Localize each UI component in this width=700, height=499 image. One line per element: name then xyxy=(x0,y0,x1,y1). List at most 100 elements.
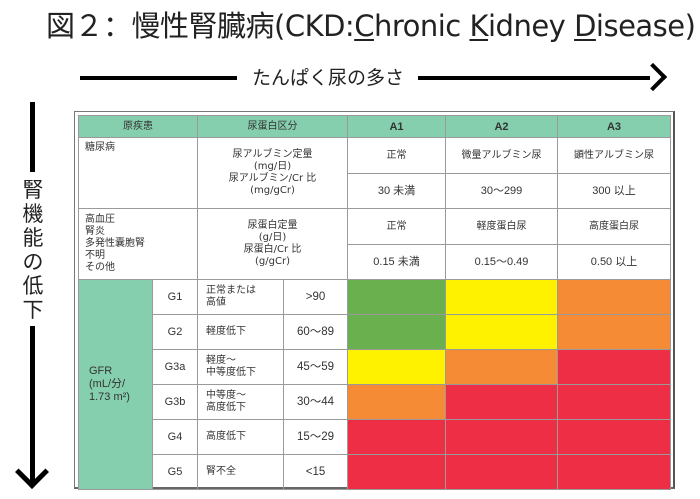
desc-line: 高度低下 xyxy=(206,402,246,413)
proteinuria-arrow: たんぱく尿の多さ xyxy=(80,60,668,96)
title-letter-d: D xyxy=(574,9,596,43)
other-range-row: 0.15 未満 0.15〜0.49 0.50 以上 xyxy=(79,244,671,280)
measure-line: (mg/gCr) xyxy=(250,185,295,196)
diabetes-a2-label: 微量アルブミン尿 xyxy=(445,137,558,174)
gfr-desc: 正常または 高値 xyxy=(197,279,284,315)
vlabel-char: 能 xyxy=(22,226,44,250)
title-prefix: 図２：慢性腎臓病(CKD: xyxy=(46,9,355,43)
diabetes-a3-range: 300 以上 xyxy=(557,173,671,209)
kidney-function-axis-label: 腎 機 能 の 低 下 xyxy=(20,178,46,322)
risk-cell xyxy=(347,419,446,455)
title-isease: isease) xyxy=(595,9,696,43)
gfr-stage: G1 xyxy=(152,279,198,315)
vlabel-char: 下 xyxy=(22,298,44,322)
gfr-label: GFR (mL/分/ 1.73 m²) xyxy=(78,279,153,490)
measure-line: (g/日) xyxy=(258,232,287,243)
risk-cell xyxy=(445,349,558,385)
desc-line: 腎不全 xyxy=(206,466,236,477)
arrow-shaft-right xyxy=(418,76,650,80)
desc-line: 中等度〜 xyxy=(206,390,246,401)
vlabel-char: の xyxy=(22,250,44,274)
diabetes-a2-range: 30〜299 xyxy=(445,173,558,209)
gfr-range: 45〜59 xyxy=(283,349,348,385)
figure-title: 図２：慢性腎臓病(CKD:Chronic Kidney Disease) xyxy=(46,4,696,48)
gfr-label-line: (mL/分/ xyxy=(89,378,126,390)
measure-line: (mg/日) xyxy=(253,161,292,172)
gfr-row-g3a: G3a 軽度〜 中等度低下 45〜59 xyxy=(79,349,671,385)
measure-line: 尿蛋白定量 xyxy=(247,220,298,231)
vlabel-char: 低 xyxy=(22,274,44,298)
other-measure: 尿蛋白定量 (g/日) 尿蛋白/Cr 比 (g/gCr) xyxy=(197,208,348,280)
risk-cell xyxy=(347,314,446,350)
diabetes-a3-label: 顕性アルブミン尿 xyxy=(557,137,671,174)
disease-diabetes: 糖尿病 xyxy=(78,137,198,209)
header-a1: A1 xyxy=(347,115,446,138)
diabetes-a1-range: 30 未満 xyxy=(347,173,446,209)
gfr-row-g3b: G3b 中等度〜 高度低下 30〜44 xyxy=(79,384,671,420)
other-a2-label: 軽度蛋白尿 xyxy=(445,208,558,245)
risk-cell xyxy=(445,384,558,420)
gfr-row-g2: G2 軽度低下 60〜89 xyxy=(79,314,671,350)
risk-cell xyxy=(557,419,671,455)
gfr-desc: 軽度低下 xyxy=(197,314,284,350)
gfr-desc: 高度低下 xyxy=(197,419,284,455)
risk-cell xyxy=(445,454,558,490)
desc-line: 正常または xyxy=(206,285,256,296)
gfr-label-line: 1.73 m²) xyxy=(89,391,130,403)
gfr-stage: G3a xyxy=(152,349,198,385)
gfr-row-g4: G4 高度低下 15〜29 xyxy=(79,419,671,455)
title-hronic: hronic xyxy=(373,9,470,43)
measure-line: 尿蛋白/Cr 比 xyxy=(243,244,302,255)
gfr-stage: G4 xyxy=(152,419,198,455)
risk-cell xyxy=(445,279,558,315)
disease-line: 不明 xyxy=(85,250,105,261)
desc-line: 高値 xyxy=(206,297,226,308)
other-a1-label: 正常 xyxy=(347,208,446,245)
disease-line: 多発性囊胞腎 xyxy=(85,238,145,249)
gfr-label-line: GFR xyxy=(89,365,113,377)
risk-cell xyxy=(445,419,558,455)
gfr-stage: G2 xyxy=(152,314,198,350)
risk-cell xyxy=(557,384,671,420)
other-a3-range: 0.50 以上 xyxy=(557,244,671,280)
gfr-range: >90 xyxy=(283,279,348,315)
header-a3: A3 xyxy=(557,115,671,138)
ckd-risk-table: 原疾患 尿蛋白区分 A1 A2 A3 糖尿病 尿アルブミン定量 (mg/日) 尿… xyxy=(78,115,671,490)
proteinuria-axis-label: たんぱく尿の多さ xyxy=(251,67,404,89)
diabetes-a1-label: 正常 xyxy=(347,137,446,174)
risk-cell xyxy=(347,384,446,420)
header-row: 原疾患 尿蛋白区分 A1 A2 A3 xyxy=(78,115,671,138)
risk-cell xyxy=(557,454,671,490)
gfr-range: <15 xyxy=(283,454,348,490)
arrow-down-icon xyxy=(15,455,49,489)
gfr-range: 15〜29 xyxy=(283,419,348,455)
gfr-desc: 軽度〜 中等度低下 xyxy=(197,349,284,385)
gfr-desc: 腎不全 xyxy=(197,454,284,490)
desc-line: 軽度〜 xyxy=(206,355,236,366)
other-disease-row: 高血圧 腎炎 多発性囊胞腎 不明 その他 尿蛋白定量 (g/日) 尿蛋白/Cr … xyxy=(78,208,671,280)
kidney-function-arrow: 腎 機 能 の 低 下 xyxy=(15,100,54,496)
measure-line: 尿アルブミン/Cr 比 xyxy=(228,173,317,184)
risk-cell xyxy=(557,279,671,315)
risk-cell xyxy=(445,314,558,350)
title-idney: idney xyxy=(487,9,575,43)
diabetes-row: 糖尿病 尿アルブミン定量 (mg/日) 尿アルブミン/Cr 比 (mg/gCr)… xyxy=(78,137,671,209)
disease-other: 高血圧 腎炎 多発性囊胞腎 不明 その他 xyxy=(78,208,198,280)
risk-cell xyxy=(557,314,671,350)
other-a3-label: 高度蛋白尿 xyxy=(557,208,671,245)
gfr-row-g1: GFR (mL/分/ 1.73 m²) G1 正常または 高値 >90 xyxy=(78,279,671,490)
arrow-right-icon xyxy=(638,62,668,92)
measure-line: 尿アルブミン定量 xyxy=(232,149,313,160)
vlabel-char: 腎 xyxy=(22,178,44,202)
other-a2-range: 0.15〜0.49 xyxy=(445,244,558,280)
gfr-stage: G5 xyxy=(152,454,198,490)
desc-line: 軽度低下 xyxy=(206,326,246,337)
desc-line: 中等度低下 xyxy=(206,367,256,378)
desc-line: 高度低下 xyxy=(206,431,246,442)
risk-cell xyxy=(347,454,446,490)
measure-line: (g/gCr) xyxy=(255,256,290,267)
disease-line: その他 xyxy=(85,262,115,273)
arrow-shaft-bottom xyxy=(30,326,35,486)
risk-cell xyxy=(347,279,446,315)
header-protein-class: 尿蛋白区分 xyxy=(197,115,348,138)
